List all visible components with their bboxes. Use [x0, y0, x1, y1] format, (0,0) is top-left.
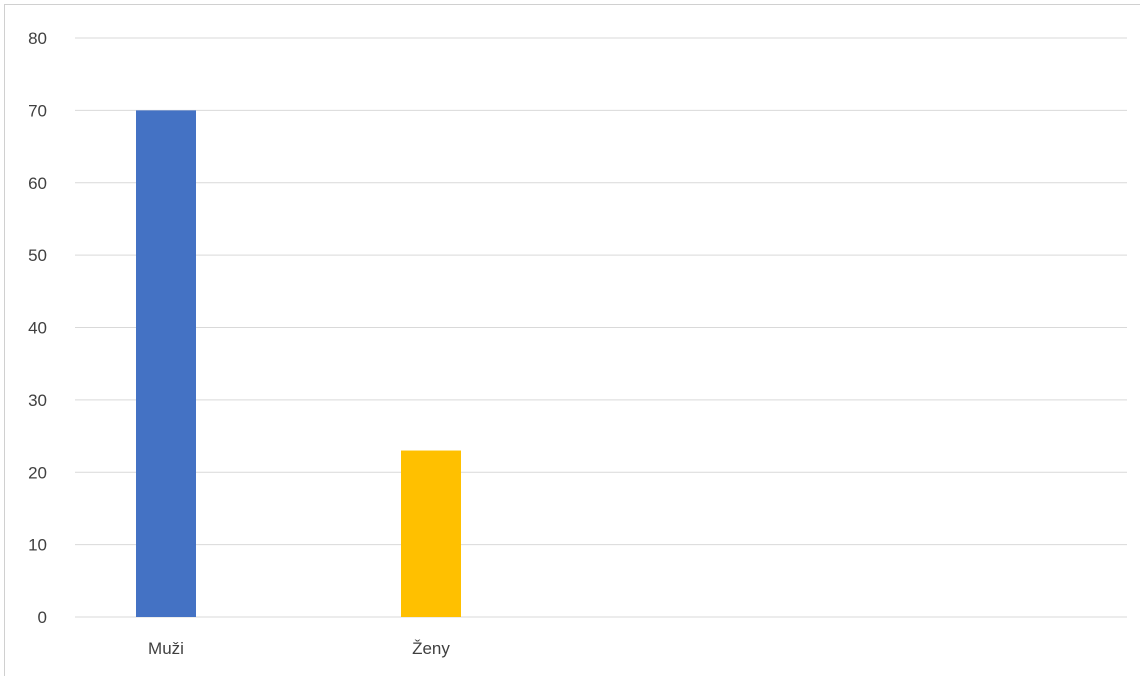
y-tick-label: 70 — [28, 101, 47, 120]
y-tick-label: 50 — [28, 246, 47, 265]
bar-0 — [136, 110, 196, 617]
chart-frame — [4, 4, 1140, 676]
gridlines — [75, 37, 1127, 618]
x-axis-category-labels: Muži Ženy — [148, 639, 450, 658]
y-tick-label: 40 — [28, 319, 47, 338]
bar-1 — [401, 450, 461, 617]
y-tick-label: 20 — [28, 463, 47, 482]
y-tick-label: 60 — [28, 174, 47, 193]
y-tick-label: 10 — [28, 536, 47, 555]
x-category-label: Muži — [148, 639, 184, 658]
y-axis-tick-labels: 0 10 20 30 40 50 60 70 80 — [28, 29, 47, 627]
bars — [136, 110, 461, 617]
y-tick-label: 30 — [28, 391, 47, 410]
y-tick-label: 0 — [38, 608, 47, 627]
x-category-label: Ženy — [412, 639, 450, 658]
y-tick-label: 80 — [28, 29, 47, 48]
